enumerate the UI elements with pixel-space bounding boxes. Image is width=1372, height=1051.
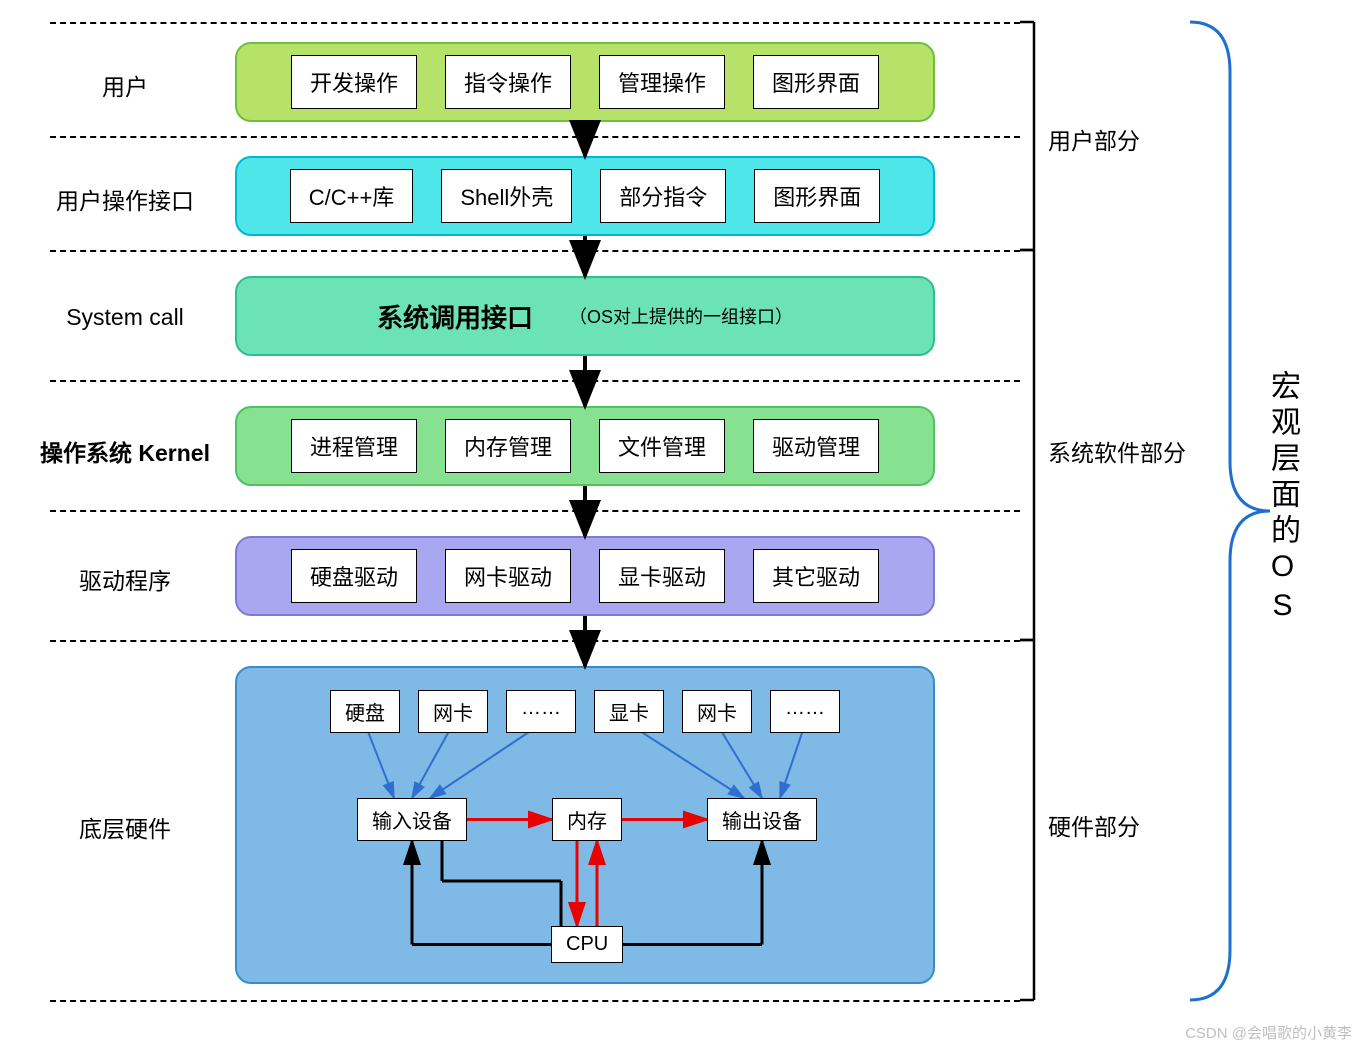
layer-kernel: 进程管理内存管理文件管理驱动管理 (235, 406, 935, 486)
divider-6 (50, 1000, 1020, 1002)
driver-item-3: 其它驱动 (753, 549, 879, 603)
layer-user: 开发操作指令操作管理操作图形界面 (235, 42, 935, 122)
hw-top-1: 网卡 (418, 690, 488, 733)
label-driver: 驱动程序 (25, 562, 225, 596)
hw-top-4: 网卡 (682, 690, 752, 733)
hw-top-3: 显卡 (594, 690, 664, 733)
hw-top-5: …… (770, 690, 840, 733)
uiapi-item-1: Shell外壳 (441, 169, 572, 223)
layer-hardware: 硬盘网卡……显卡网卡…… 输入设备 内存 输出设备 CPU (235, 666, 935, 984)
hw-cpu: CPU (551, 926, 623, 963)
user-item-3: 图形界面 (753, 55, 879, 109)
syscall-subtitle: （OS对上提供的一组接口） (569, 303, 793, 329)
hw-top-2: …… (506, 690, 576, 733)
divider-0 (50, 22, 1020, 24)
layer-system-call: 系统调用接口 （OS对上提供的一组接口） (235, 276, 935, 356)
driver-item-2: 显卡驱动 (599, 549, 725, 603)
hw-memory: 内存 (552, 798, 622, 841)
kernel-item-3: 驱动管理 (753, 419, 879, 473)
label-uiapi: 用户操作接口 (25, 182, 225, 216)
layer-user-interface: C/C++库 Shell外壳部分指令图形界面 (235, 156, 935, 236)
layer-driver: 硬盘驱动网卡驱动显卡驱动其它驱动 (235, 536, 935, 616)
divider-3 (50, 380, 1020, 382)
kernel-item-1: 内存管理 (445, 419, 571, 473)
label-hw: 底层硬件 (25, 810, 225, 844)
watermark: CSDN @会唱歌的小黄李 (1185, 1022, 1352, 1043)
divider-4 (50, 510, 1020, 512)
uiapi-item-2: 部分指令 (600, 169, 726, 223)
user-item-2: 管理操作 (599, 55, 725, 109)
bracket-label-user: 用户部分 (1048, 122, 1140, 156)
kernel-item-2: 文件管理 (599, 419, 725, 473)
bracket-label-hw: 硬件部分 (1048, 808, 1140, 842)
user-item-0: 开发操作 (291, 55, 417, 109)
hw-input: 输入设备 (357, 798, 467, 841)
uiapi-item-0: C/C++库 (290, 169, 414, 223)
divider-1 (50, 136, 1020, 138)
divider-2 (50, 250, 1020, 252)
user-item-1: 指令操作 (445, 55, 571, 109)
hw-top-0: 硬盘 (330, 690, 400, 733)
syscall-title: 系统调用接口 (377, 298, 533, 335)
macro-label: 宏观层面的OS (1260, 370, 1304, 628)
label-kernel: 操作系统 Kernel (25, 434, 225, 468)
driver-item-1: 网卡驱动 (445, 549, 571, 603)
driver-item-0: 硬盘驱动 (291, 549, 417, 603)
uiapi-item-3: 图形界面 (754, 169, 880, 223)
label-syscall: System call (25, 304, 225, 331)
label-user: 用户 (25, 68, 225, 102)
bracket-label-sys: 系统软件部分 (1048, 434, 1186, 468)
divider-5 (50, 640, 1020, 642)
hw-output: 输出设备 (707, 798, 817, 841)
kernel-item-0: 进程管理 (291, 419, 417, 473)
